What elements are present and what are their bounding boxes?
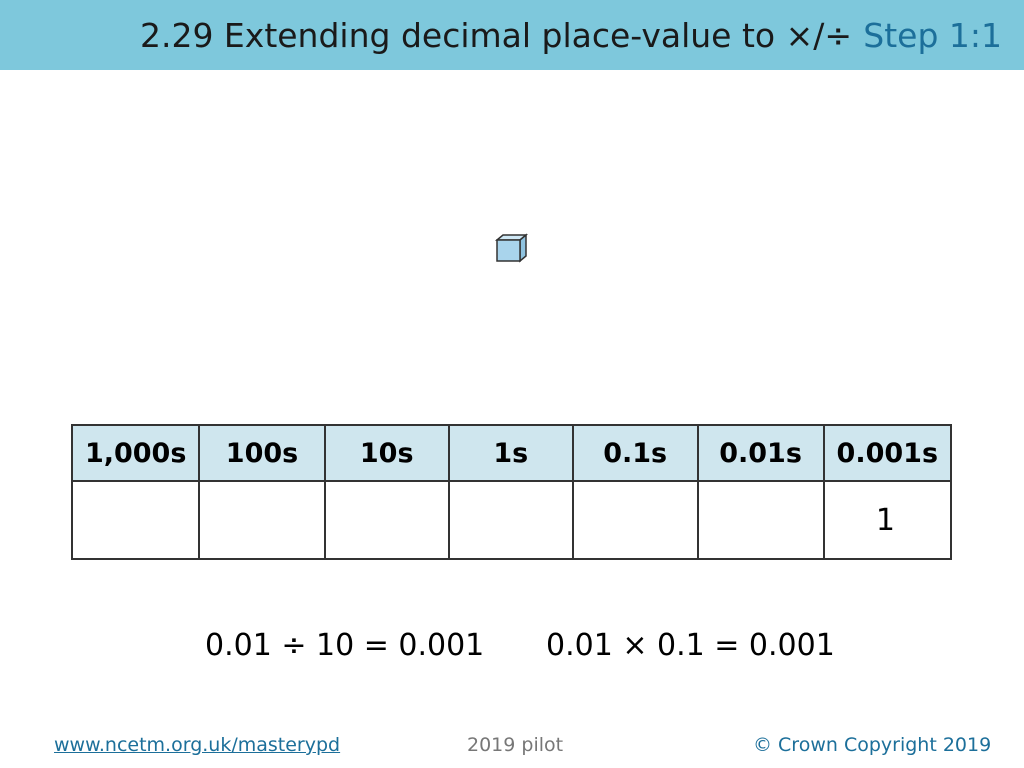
header: 2.29 Extending decimal place-value to ×/…: [0, 0, 1024, 70]
cube-icon: [494, 233, 529, 263]
copyright: © Crown Copyright 2019: [753, 734, 992, 756]
column-header: 0.01s: [696, 424, 825, 482]
title: 2.29 Extending decimal place-value to ×/…: [139, 16, 852, 55]
footer-center: 2019 pilot: [467, 734, 564, 756]
cell: [447, 480, 574, 560]
column-header: 0.1s: [571, 424, 699, 482]
column-header: 1s: [447, 424, 574, 482]
column-header: 0.001s: [822, 424, 953, 482]
column-header: 10s: [323, 424, 450, 482]
cell: [571, 480, 699, 560]
cell: [198, 480, 326, 560]
step: Step 1:1: [863, 16, 1002, 55]
cell: [323, 480, 450, 560]
link[interactable]: www.ncetm.org.uk/masterypd: [54, 734, 341, 756]
cell: [70, 480, 201, 560]
column-header: 1,000s: [70, 424, 201, 482]
equation: 0.01 × 0.1 = 0.001: [546, 628, 835, 663]
cell: [696, 480, 825, 560]
column-header: 100s: [198, 424, 326, 482]
equation: 0.01 ÷ 10 = 0.001: [205, 628, 485, 663]
row: 1: [70, 480, 953, 560]
place-value-table: 1,000s 100s 10s 1s 0.1s 0.01s 0.001s 1: [70, 424, 953, 560]
cell: 1: [822, 480, 953, 560]
